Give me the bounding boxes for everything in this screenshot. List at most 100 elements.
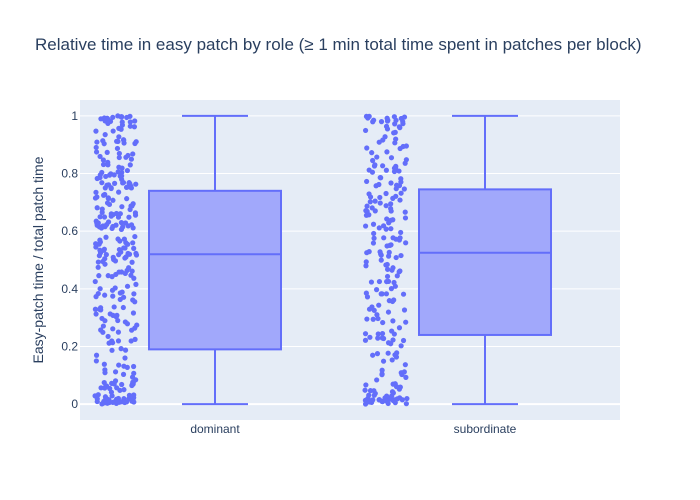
- data-point: [386, 249, 392, 255]
- data-point: [394, 273, 400, 279]
- data-point: [388, 180, 394, 186]
- x-axis-ticks: dominant subordinate: [190, 422, 516, 436]
- data-point: [385, 117, 391, 123]
- data-point: [370, 316, 376, 322]
- data-point: [128, 338, 134, 344]
- data-point: [126, 265, 132, 271]
- data-point: [92, 393, 98, 399]
- y-tick-label: 0.8: [61, 167, 78, 181]
- data-point: [126, 251, 133, 257]
- data-point: [388, 217, 394, 223]
- data-point: [92, 306, 98, 312]
- data-point: [389, 357, 395, 363]
- data-point: [366, 167, 372, 173]
- data-point: [393, 182, 400, 188]
- data-point: [122, 399, 128, 406]
- data-point: [380, 163, 386, 169]
- data-point: [403, 240, 409, 246]
- data-point: [393, 136, 399, 142]
- data-point: [105, 116, 111, 122]
- data-point: [100, 329, 106, 335]
- data-point: [115, 338, 122, 344]
- data-point: [131, 245, 137, 251]
- data-point: [397, 268, 403, 274]
- data-point: [126, 214, 132, 220]
- data-point: [381, 235, 387, 241]
- data-point: [399, 397, 405, 403]
- data-point: [108, 213, 114, 219]
- data-point: [93, 128, 99, 134]
- data-point: [116, 134, 122, 140]
- data-point: [120, 224, 126, 230]
- data-point: [384, 266, 391, 272]
- data-point: [115, 236, 121, 242]
- data-point: [98, 116, 104, 122]
- data-point: [384, 126, 391, 132]
- data-point: [100, 161, 107, 168]
- data-point: [119, 204, 125, 210]
- data-point: [363, 259, 369, 265]
- data-point: [133, 181, 139, 187]
- x-tick-label: subordinate: [454, 422, 517, 436]
- data-point: [119, 165, 125, 171]
- data-point: [127, 162, 133, 168]
- data-point: [131, 124, 138, 130]
- data-point: [401, 186, 407, 192]
- data-point: [404, 395, 410, 402]
- data-point: [364, 208, 370, 214]
- data-point: [370, 221, 377, 227]
- data-point: [364, 250, 370, 256]
- data-point: [367, 388, 374, 394]
- data-point: [112, 285, 118, 291]
- data-point: [97, 247, 103, 253]
- data-point: [379, 291, 385, 297]
- data-point: [389, 328, 395, 334]
- data-point: [402, 362, 408, 368]
- data-point: [110, 114, 116, 120]
- data-point: [95, 290, 101, 297]
- data-point: [122, 355, 128, 361]
- data-point: [116, 154, 122, 161]
- data-point: [396, 325, 403, 331]
- data-point: [126, 392, 133, 398]
- data-point: [390, 195, 396, 201]
- data-point: [378, 257, 384, 263]
- data-point: [362, 127, 369, 134]
- data-point: [117, 296, 123, 303]
- data-point: [366, 392, 372, 398]
- data-point: [110, 326, 116, 332]
- data-point: [121, 387, 127, 393]
- data-point: [95, 220, 101, 226]
- data-point: [127, 119, 133, 125]
- data-point: [115, 317, 121, 324]
- y-tick-label: 0.6: [61, 224, 78, 238]
- data-point: [394, 350, 400, 356]
- data-point: [132, 210, 139, 216]
- data-point: [383, 291, 390, 297]
- data-point: [397, 197, 403, 203]
- data-point: [116, 246, 123, 253]
- data-point: [362, 387, 368, 393]
- data-point: [370, 397, 376, 403]
- data-point: [385, 400, 391, 407]
- data-point: [376, 139, 382, 145]
- data-point: [132, 233, 138, 240]
- data-point: [370, 352, 376, 358]
- data-point: [388, 201, 394, 207]
- data-point: [363, 212, 370, 218]
- data-point: [105, 195, 111, 201]
- data-point: [362, 337, 369, 343]
- data-point: [114, 145, 121, 152]
- x-tick-label: dominant: [190, 422, 240, 436]
- data-point: [380, 319, 386, 326]
- data-point: [97, 214, 103, 220]
- chart-title: Relative time in easy patch by role (≥ 1…: [35, 35, 642, 54]
- data-point: [104, 149, 110, 155]
- data-point: [396, 124, 402, 130]
- data-point: [377, 249, 383, 255]
- data-point: [374, 377, 380, 383]
- data-point: [384, 278, 390, 285]
- data-point: [397, 235, 403, 241]
- data-point: [92, 278, 98, 285]
